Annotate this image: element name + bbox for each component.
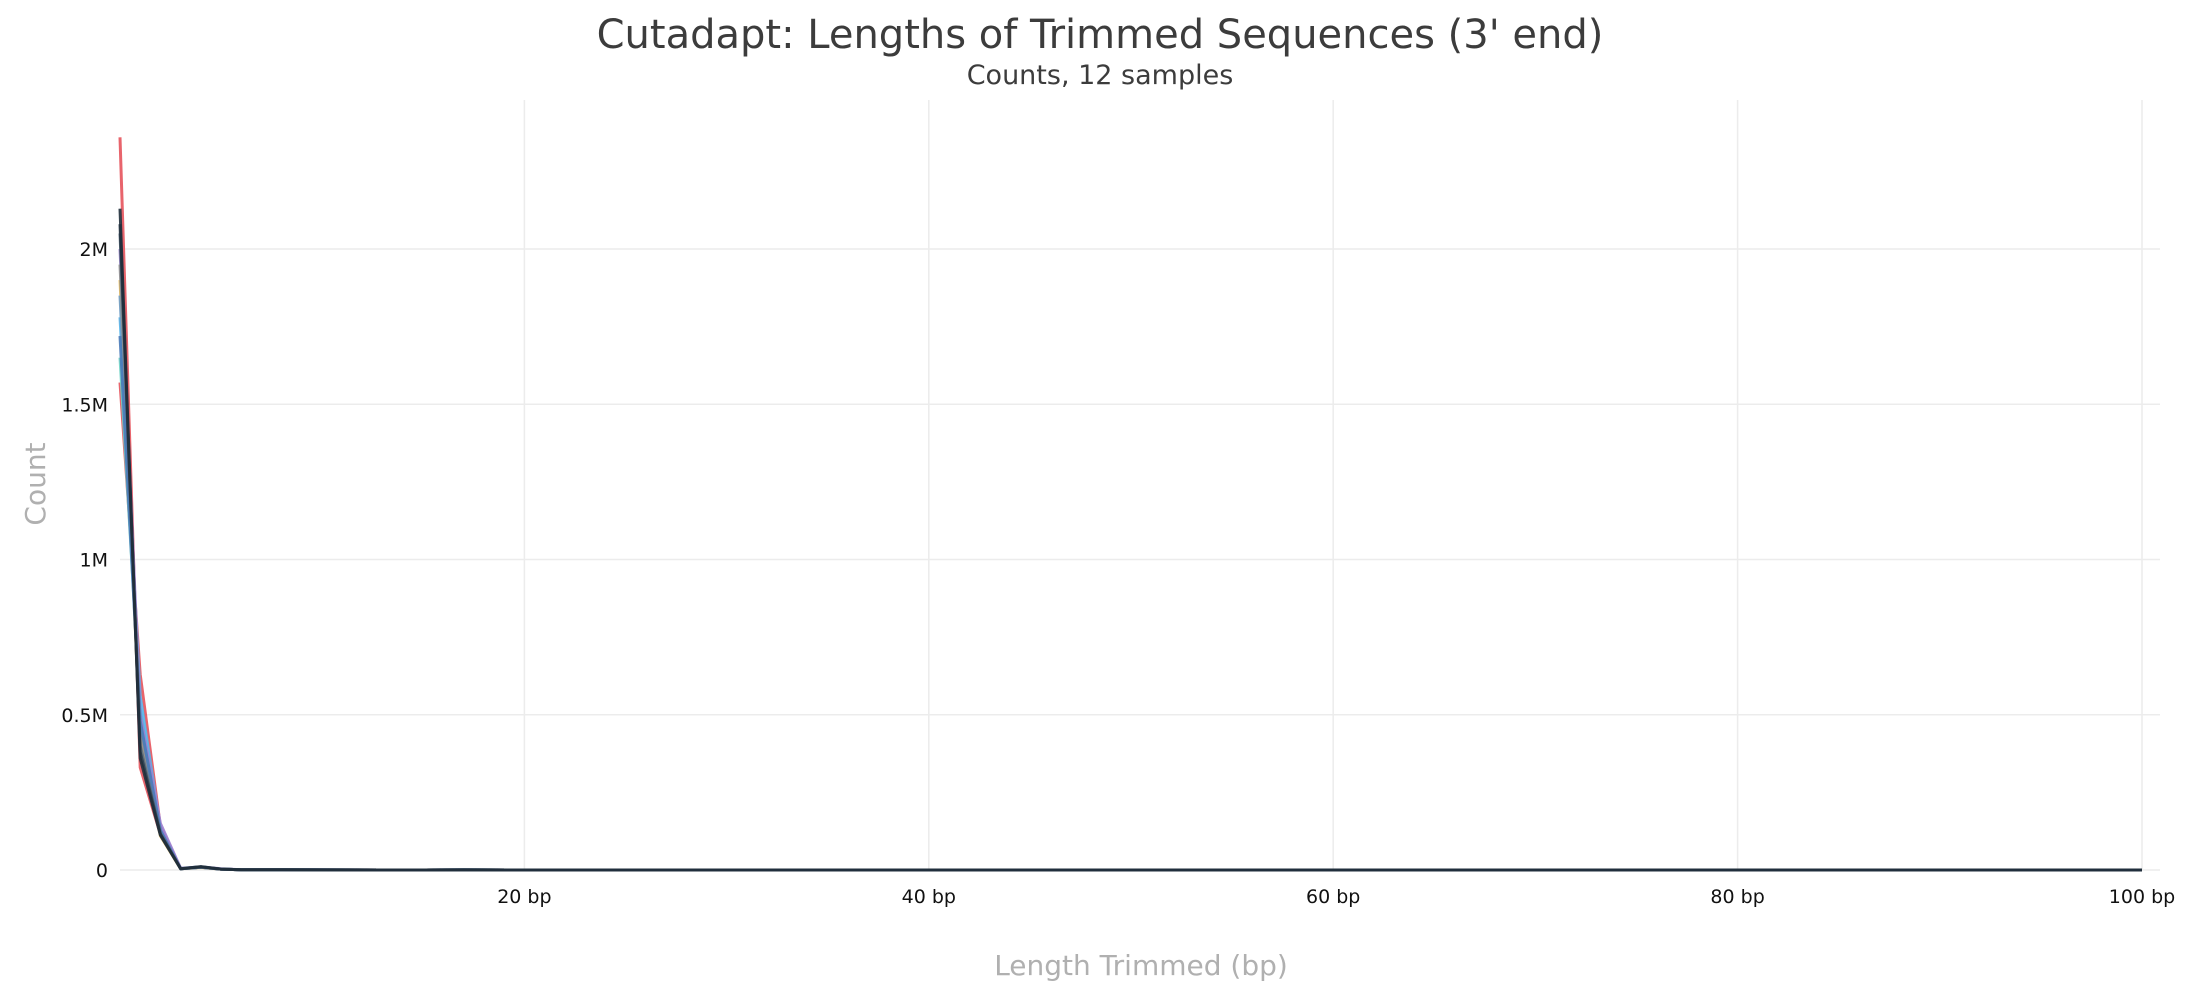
series-line[interactable] [118, 335, 2142, 872]
y-tick-label: 0.5M [61, 705, 108, 727]
chart-title: Cutadapt: Lengths of Trimmed Sequences (… [596, 12, 1604, 58]
series-line[interactable] [118, 382, 2142, 872]
x-tick-label: 60 bp [1306, 886, 1360, 908]
y-tick-label: 0 [96, 860, 108, 882]
series-line[interactable] [118, 317, 2142, 872]
tick-layer: 0 0.5M 1M 1.5M 2M 20 bp 40 bp 60 bp 80 bp 100 bp [61, 239, 2175, 908]
grid-layer [120, 100, 2160, 871]
series-line[interactable] [118, 295, 2142, 872]
x-tick-label: 40 bp [902, 886, 956, 908]
series-line[interactable] [118, 280, 2142, 872]
x-tick-label: 80 bp [1710, 886, 1764, 908]
series-line[interactable] [118, 224, 2142, 872]
series-line[interactable] [118, 233, 2142, 872]
series-layer [118, 137, 2142, 872]
y-tick-label: 1M [80, 550, 108, 572]
series-line[interactable] [118, 208, 2142, 872]
series-line[interactable] [118, 357, 2142, 872]
x-axis-title: Length Trimmed (bp) [994, 949, 1288, 982]
x-tick-label: 100 bp [2109, 886, 2175, 908]
y-tick-label: 2M [80, 239, 108, 261]
x-tick-label: 20 bp [497, 886, 551, 908]
y-tick-label: 1.5M [61, 394, 108, 416]
y-axis-title: Count [19, 442, 52, 525]
series-line[interactable] [118, 137, 2142, 872]
chart-subtitle: Counts, 12 samples [966, 60, 1234, 91]
series-line[interactable] [118, 264, 2142, 872]
